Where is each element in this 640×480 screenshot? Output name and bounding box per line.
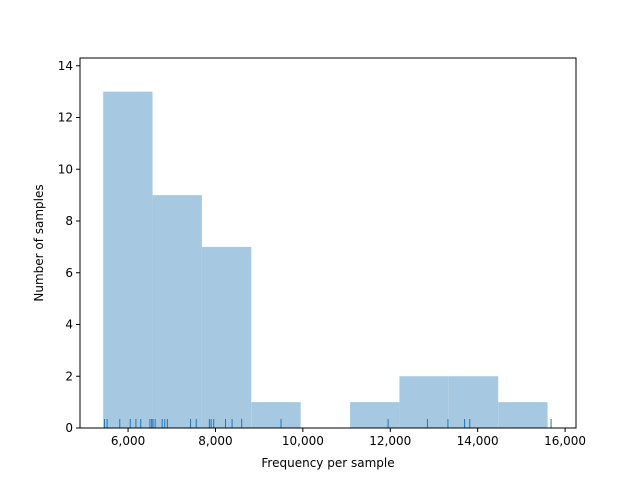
histogram-bar	[103, 91, 153, 429]
x-tick-label: 10,000	[282, 434, 324, 448]
y-tick-label: 14	[58, 59, 73, 73]
y-tick-label: 12	[58, 111, 73, 125]
x-tick-label: 12,000	[369, 434, 411, 448]
y-tick-label: 0	[65, 421, 73, 435]
x-tick-label: 6,000	[111, 434, 145, 448]
histogram-bars	[103, 91, 548, 429]
y-tick-label: 2	[65, 369, 73, 383]
rug-ticks	[103, 419, 552, 428]
y-axis-label: Number of samples	[32, 184, 46, 301]
histogram-bar	[350, 402, 400, 428]
y-tick-label: 8	[65, 214, 73, 228]
y-tick-label: 10	[58, 162, 73, 176]
histogram-bar	[498, 402, 548, 428]
histogram-bar	[152, 195, 202, 428]
y-tick-label: 6	[65, 266, 73, 280]
x-tick-label: 14,000	[457, 434, 499, 448]
x-tick-label: 16,000	[544, 434, 586, 448]
x-tick-label: 8,000	[198, 434, 232, 448]
y-tick-label: 4	[65, 318, 73, 332]
x-axis-label: Frequency per sample	[261, 456, 394, 470]
y-axis-ticks: 0 2 4 6 8 10 12 14	[58, 59, 80, 435]
histogram-bar	[251, 402, 301, 428]
plot-frame	[79, 57, 577, 429]
histogram-bar	[448, 376, 499, 428]
x-axis-ticks: 6,000 8,000 10,000 12,000 14,000 16,000	[111, 428, 586, 448]
histogram-bar	[399, 376, 449, 428]
histogram-bar	[201, 246, 252, 428]
